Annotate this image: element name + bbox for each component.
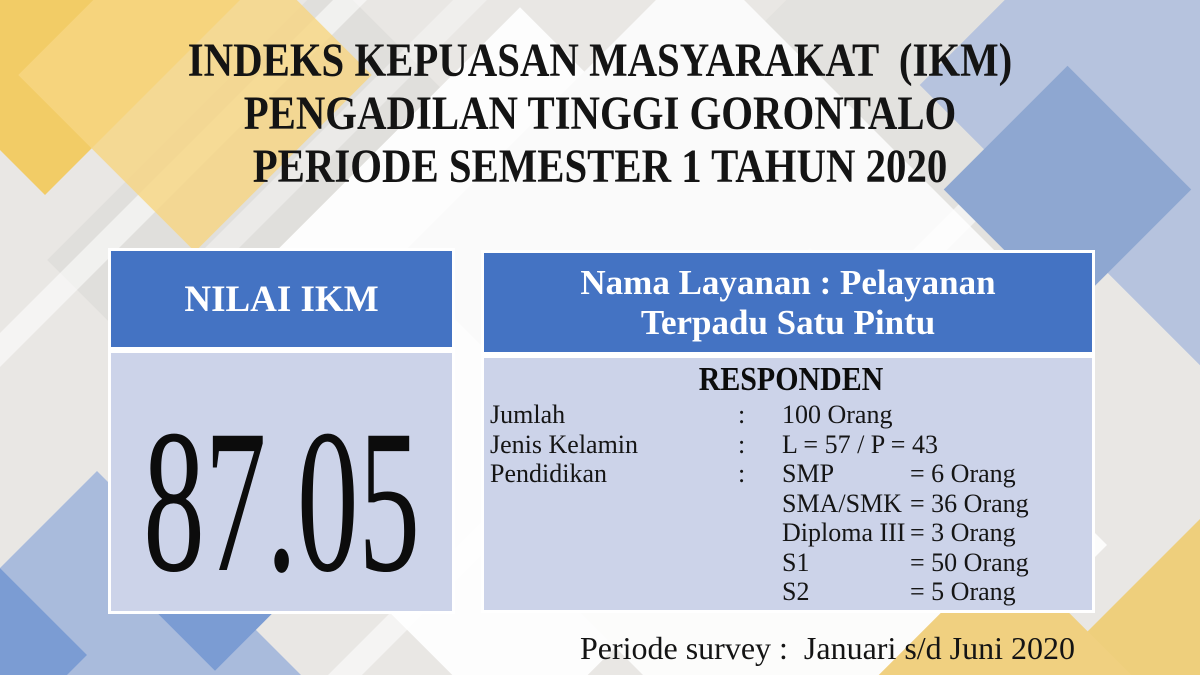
row-colon: : — [738, 400, 746, 429]
responden-row-education: S1 = 50 Orang — [490, 548, 1092, 578]
row-colon: : — [738, 429, 746, 459]
row-label — [490, 548, 738, 578]
education-level: S2 — [782, 577, 810, 606]
ikm-panel-header: NILAI IKM — [108, 248, 455, 350]
row-label — [490, 577, 738, 607]
row-colon — [738, 548, 782, 578]
education-count: = 50 Orang — [910, 547, 1029, 577]
row-colon: : — [738, 459, 746, 488]
service-panel: Nama Layanan : Pelayanan Terpadu Satu Pi… — [481, 250, 1095, 613]
education-level: S1 — [782, 547, 810, 577]
slide-title-line-1: INDEKS KEPUASAN MASYARAKAT (IKM) — [187, 34, 1013, 87]
responden-row-education: S2 = 5 Orang — [490, 577, 1092, 607]
service-panel-header: Nama Layanan : Pelayanan Terpadu Satu Pi… — [481, 250, 1095, 355]
row-value: S1 = 50 Orang — [782, 548, 1092, 578]
ikm-score-value: 87.05 — [143, 388, 420, 615]
education-count: = 36 Orang — [910, 488, 1029, 518]
slide-title-line-3: PERIODE SEMESTER 1 TAHUN 2020 — [252, 140, 948, 193]
row-label: Jenis Kelamin — [490, 429, 639, 459]
ikm-score-panel: NILAI IKM 87.05 — [108, 248, 455, 614]
service-name-line-1: Nama Layanan : Pelayanan — [580, 262, 996, 302]
row-colon — [738, 577, 782, 607]
row-value: Diploma III = 3 Orang — [782, 518, 1092, 548]
responden-heading: RESPONDEN — [698, 361, 884, 398]
row-label — [490, 518, 738, 548]
row-value: 100 Orang — [782, 400, 893, 429]
row-label: Pendidikan — [490, 459, 607, 488]
education-count: = 6 Orang — [910, 459, 1016, 488]
ikm-panel-header-label: NILAI IKM — [184, 278, 379, 320]
row-value: S2 = 5 Orang — [782, 577, 1092, 607]
responden-row-education: SMA/SMK = 36 Orang — [490, 489, 1092, 519]
responden-row-education: Diploma III = 3 Orang — [490, 518, 1092, 548]
slide-title-line-2: PENGADILAN TINGGI GORONTALO — [243, 87, 957, 140]
survey-period-note: Periode survey : Januari s/d Juni 2020 — [579, 630, 1076, 666]
row-colon — [738, 489, 782, 519]
row-colon — [738, 518, 782, 548]
row-label — [490, 489, 738, 519]
row-label: Jumlah — [490, 400, 566, 429]
service-name-line-2: Terpadu Satu Pintu — [640, 302, 936, 342]
responden-row-jumlah: Jumlah : 100 Orang — [490, 400, 1092, 430]
education-level: SMP — [782, 459, 835, 488]
education-level: Diploma III — [782, 518, 906, 547]
responden-rows: Jumlah : 100 Orang Jenis Kelamin : L = 5… — [490, 400, 1092, 607]
responden-panel-body: RESPONDEN Jumlah : 100 Orang Jenis Kelam… — [481, 355, 1095, 613]
ikm-panel-body: 87.05 — [108, 350, 455, 614]
education-count: = 5 Orang — [910, 577, 1016, 606]
row-value: SMA/SMK = 36 Orang — [782, 489, 1092, 519]
row-value: L = 57 / P = 43 — [782, 429, 938, 459]
education-count: = 3 Orang — [910, 518, 1016, 547]
slide-title: INDEKS KEPUASAN MASYARAKAT (IKM) PENGADI… — [0, 34, 1200, 193]
row-value: SMP = 6 Orang — [782, 459, 1092, 489]
responden-row-pendidikan: Pendidikan : SMP = 6 Orang — [490, 459, 1092, 489]
responden-row-jenis-kelamin: Jenis Kelamin : L = 57 / P = 43 — [490, 430, 1092, 460]
education-level: SMA/SMK — [782, 488, 902, 518]
